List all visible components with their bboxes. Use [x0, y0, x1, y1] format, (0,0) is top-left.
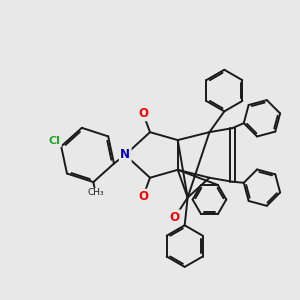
- Text: O: O: [138, 190, 148, 203]
- Text: O: O: [138, 107, 148, 120]
- Text: CH₃: CH₃: [88, 188, 104, 197]
- Text: N: N: [120, 148, 130, 161]
- Text: O: O: [170, 211, 180, 224]
- Text: Cl: Cl: [49, 136, 61, 146]
